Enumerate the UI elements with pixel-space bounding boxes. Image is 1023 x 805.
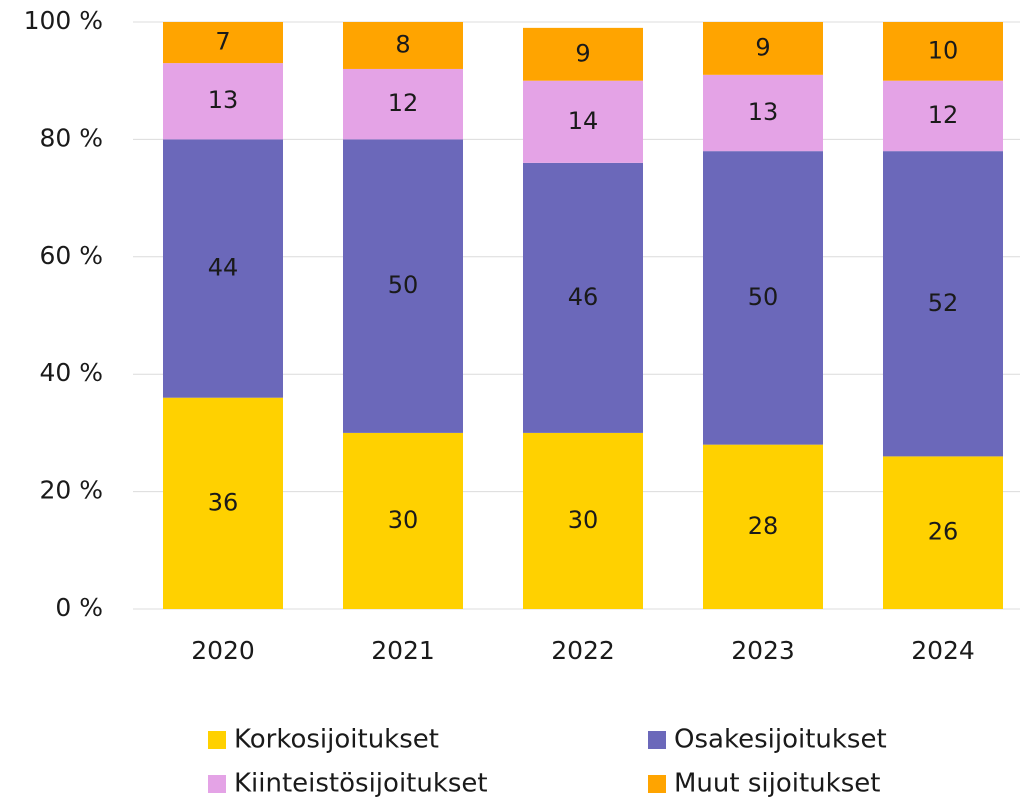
bar-segment (883, 22, 1003, 81)
bar-segment (703, 151, 823, 445)
data-label: 9 (755, 33, 770, 61)
x-tick-label: 2021 (371, 636, 435, 665)
bar-segment (163, 22, 283, 64)
legend-label: Muut sijoitukset (674, 769, 880, 799)
legend-swatch (208, 731, 226, 749)
bar-segment (703, 74, 823, 152)
data-label: 28 (748, 512, 779, 540)
bar-segment (883, 456, 1003, 609)
bar-segment (523, 80, 643, 163)
legend-label: Korkosijoitukset (234, 725, 439, 755)
data-label: 12 (928, 101, 959, 129)
data-label: 30 (568, 506, 599, 534)
x-tick-label: 2020 (191, 636, 255, 665)
bar-segment (523, 432, 643, 609)
bar-segment (343, 432, 463, 609)
legend-swatch (648, 775, 666, 793)
bar-segment (343, 68, 463, 140)
y-tick-label: 80 % (39, 123, 103, 152)
data-label: 36 (208, 488, 239, 516)
y-tick-label: 40 % (39, 358, 103, 387)
x-tick-label: 2022 (551, 636, 615, 665)
data-label: 50 (748, 283, 779, 311)
y-tick-label: 0 % (55, 593, 103, 622)
data-label: 14 (568, 107, 599, 135)
data-label: 12 (388, 89, 419, 117)
data-label: 50 (388, 271, 419, 299)
legend-swatch (208, 775, 226, 793)
x-tick-label: 2024 (911, 636, 975, 665)
bar-segment (163, 139, 283, 398)
data-label: 26 (928, 518, 959, 546)
bar-segment (523, 162, 643, 433)
bar-segment (883, 80, 1003, 152)
bar-segment (343, 139, 463, 433)
y-tick-label: 60 % (39, 241, 103, 270)
x-tick-label: 2023 (731, 636, 795, 665)
y-tick-label: 100 % (24, 6, 103, 35)
legend-label: Kiinteistösijoitukset (234, 769, 488, 799)
data-label: 13 (748, 98, 779, 126)
bar-segment (703, 444, 823, 609)
bar-segment (163, 397, 283, 609)
data-label: 7 (215, 28, 230, 56)
legend-label: Osakesijoitukset (674, 725, 887, 755)
data-label: 44 (208, 254, 239, 282)
data-label: 10 (928, 36, 959, 64)
bar-segment (343, 22, 463, 69)
legend-swatch (648, 731, 666, 749)
data-label: 13 (208, 86, 239, 114)
data-label: 30 (388, 506, 419, 534)
data-label: 8 (395, 30, 410, 58)
bar-segment (523, 27, 643, 81)
y-tick-label: 20 % (39, 476, 103, 505)
bar-segment (703, 22, 823, 75)
data-label: 46 (568, 283, 599, 311)
bar-segment (883, 151, 1003, 457)
data-label: 9 (575, 39, 590, 67)
data-label: 52 (928, 289, 959, 317)
bar-segment (163, 63, 283, 140)
